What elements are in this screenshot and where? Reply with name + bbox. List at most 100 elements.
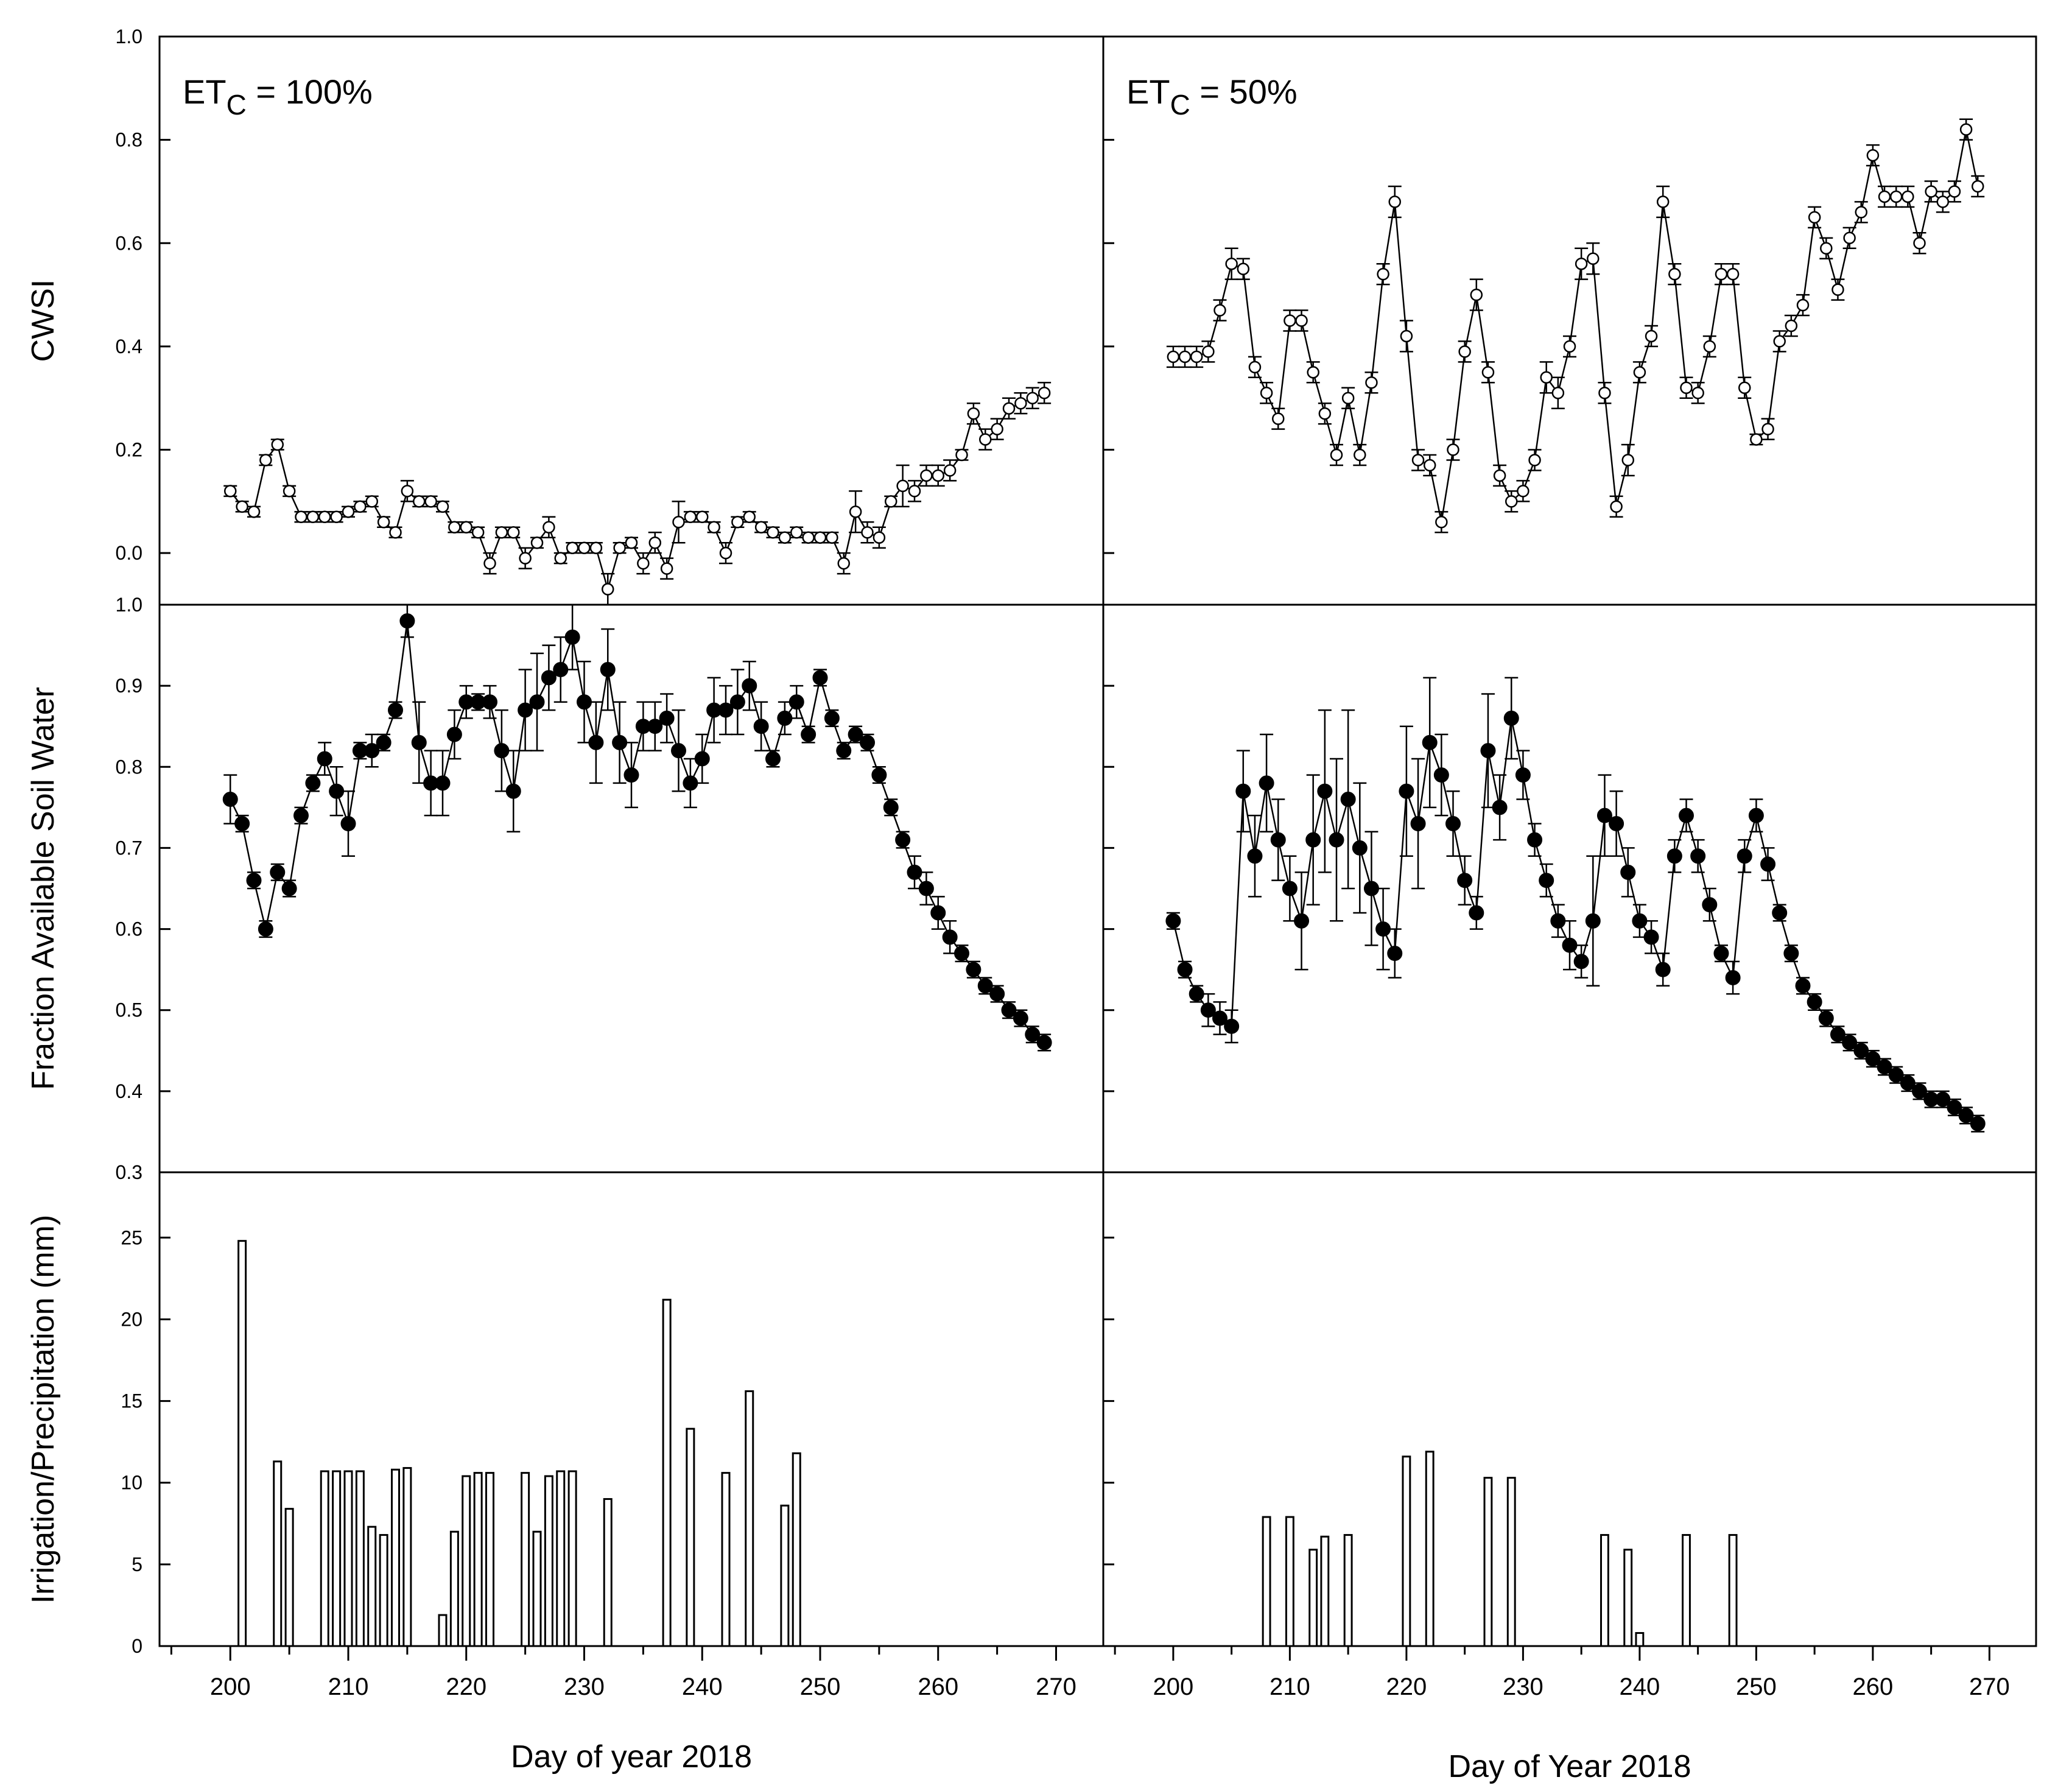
- point: [1458, 345, 1471, 358]
- point: [1399, 783, 1414, 799]
- point: [495, 526, 508, 539]
- point: [1294, 913, 1310, 929]
- point: [1305, 832, 1321, 848]
- panel-label: ETC = 50%: [1126, 72, 1298, 121]
- bar: [1262, 1516, 1271, 1647]
- bar: [320, 1470, 329, 1647]
- point: [259, 454, 272, 466]
- point: [507, 526, 520, 539]
- panel-label-sub: C: [227, 89, 247, 121]
- y-axis-title: Irrigation/Precipitation (mm): [26, 1215, 61, 1604]
- point: [637, 557, 650, 570]
- point: [955, 448, 968, 462]
- point: [1225, 257, 1238, 270]
- panel-irr-100: 0 5 10 15 20 25 200 210 220 230 240 250 260 270: [121, 1171, 1104, 1700]
- point: [659, 710, 675, 726]
- point: [247, 505, 261, 518]
- point: [1270, 832, 1286, 848]
- point: [1457, 873, 1473, 888]
- y-tick-label: 0.2: [116, 439, 142, 461]
- bar: [462, 1475, 471, 1647]
- point: [1715, 267, 1728, 281]
- point: [967, 407, 980, 420]
- point: [258, 921, 273, 937]
- point: [1517, 485, 1529, 498]
- panel-frame: [1102, 603, 2037, 1173]
- panel-fasw-100: 0.3 0.4 0.5 0.6 0.7 0.8 0.9 1.0: [116, 594, 1104, 1183]
- point: [1248, 361, 1262, 374]
- point: [1550, 913, 1566, 929]
- point: [908, 485, 921, 498]
- x-tick-label: 230: [1503, 1673, 1543, 1700]
- point: [826, 531, 838, 544]
- point: [1925, 185, 1937, 198]
- point: [600, 662, 616, 678]
- point: [1272, 412, 1285, 425]
- point: [1843, 231, 1856, 245]
- point: [482, 694, 497, 710]
- point: [719, 546, 732, 560]
- point: [1830, 1027, 1845, 1043]
- point: [1573, 954, 1589, 969]
- bar: [402, 1467, 412, 1647]
- point: [1165, 913, 1181, 929]
- y-tick-label: 0: [132, 1635, 142, 1657]
- point: [318, 510, 331, 524]
- point: [979, 433, 992, 446]
- y-tick-label: 10: [121, 1472, 142, 1494]
- panel-frame: [1102, 1171, 2037, 1647]
- point: [1818, 1010, 1834, 1026]
- point: [1540, 371, 1553, 384]
- point: [1354, 448, 1366, 462]
- panel-label-rest: = 100%: [247, 72, 373, 111]
- point: [1213, 304, 1226, 317]
- x-tick-label: 200: [210, 1673, 251, 1700]
- point: [1423, 459, 1436, 472]
- point: [222, 792, 238, 808]
- y-tick-label: 15: [121, 1390, 142, 1412]
- point: [1842, 1035, 1858, 1050]
- point: [777, 710, 793, 726]
- bar: [273, 1460, 283, 1647]
- point: [293, 808, 309, 823]
- point: [1587, 252, 1600, 265]
- point: [731, 516, 744, 529]
- panel-frame: [158, 603, 1104, 1173]
- point: [1528, 454, 1541, 466]
- point: [1958, 1108, 1974, 1124]
- point: [389, 526, 402, 539]
- point: [742, 678, 757, 694]
- point: [1178, 350, 1192, 364]
- y-tick-label: 0.4: [116, 1080, 142, 1102]
- bar: [485, 1472, 494, 1647]
- point: [1865, 1051, 1881, 1067]
- point: [848, 727, 863, 742]
- point: [1422, 734, 1438, 750]
- point: [671, 743, 686, 759]
- point: [672, 516, 685, 529]
- point: [306, 510, 320, 524]
- point: [1505, 495, 1518, 508]
- bar: [1728, 1534, 1738, 1647]
- point: [1713, 946, 1729, 962]
- point: [1761, 423, 1774, 435]
- point: [1737, 848, 1752, 864]
- point: [930, 905, 946, 921]
- bar: [343, 1470, 353, 1647]
- point: [1212, 1010, 1227, 1026]
- point: [753, 719, 769, 734]
- point: [1470, 288, 1483, 301]
- point: [873, 531, 886, 544]
- point: [696, 510, 709, 524]
- point: [729, 694, 745, 710]
- point: [1888, 1067, 1904, 1083]
- panel-label: ETC = 100%: [183, 72, 373, 121]
- point: [1935, 1091, 1951, 1107]
- point: [694, 751, 710, 767]
- panel-label-base: ET: [1126, 72, 1170, 111]
- y-tick-label: 0.5: [116, 999, 142, 1021]
- point: [1585, 913, 1601, 929]
- point: [1515, 767, 1531, 783]
- y-tick-label: 0.8: [116, 129, 142, 151]
- bar: [1483, 1477, 1493, 1647]
